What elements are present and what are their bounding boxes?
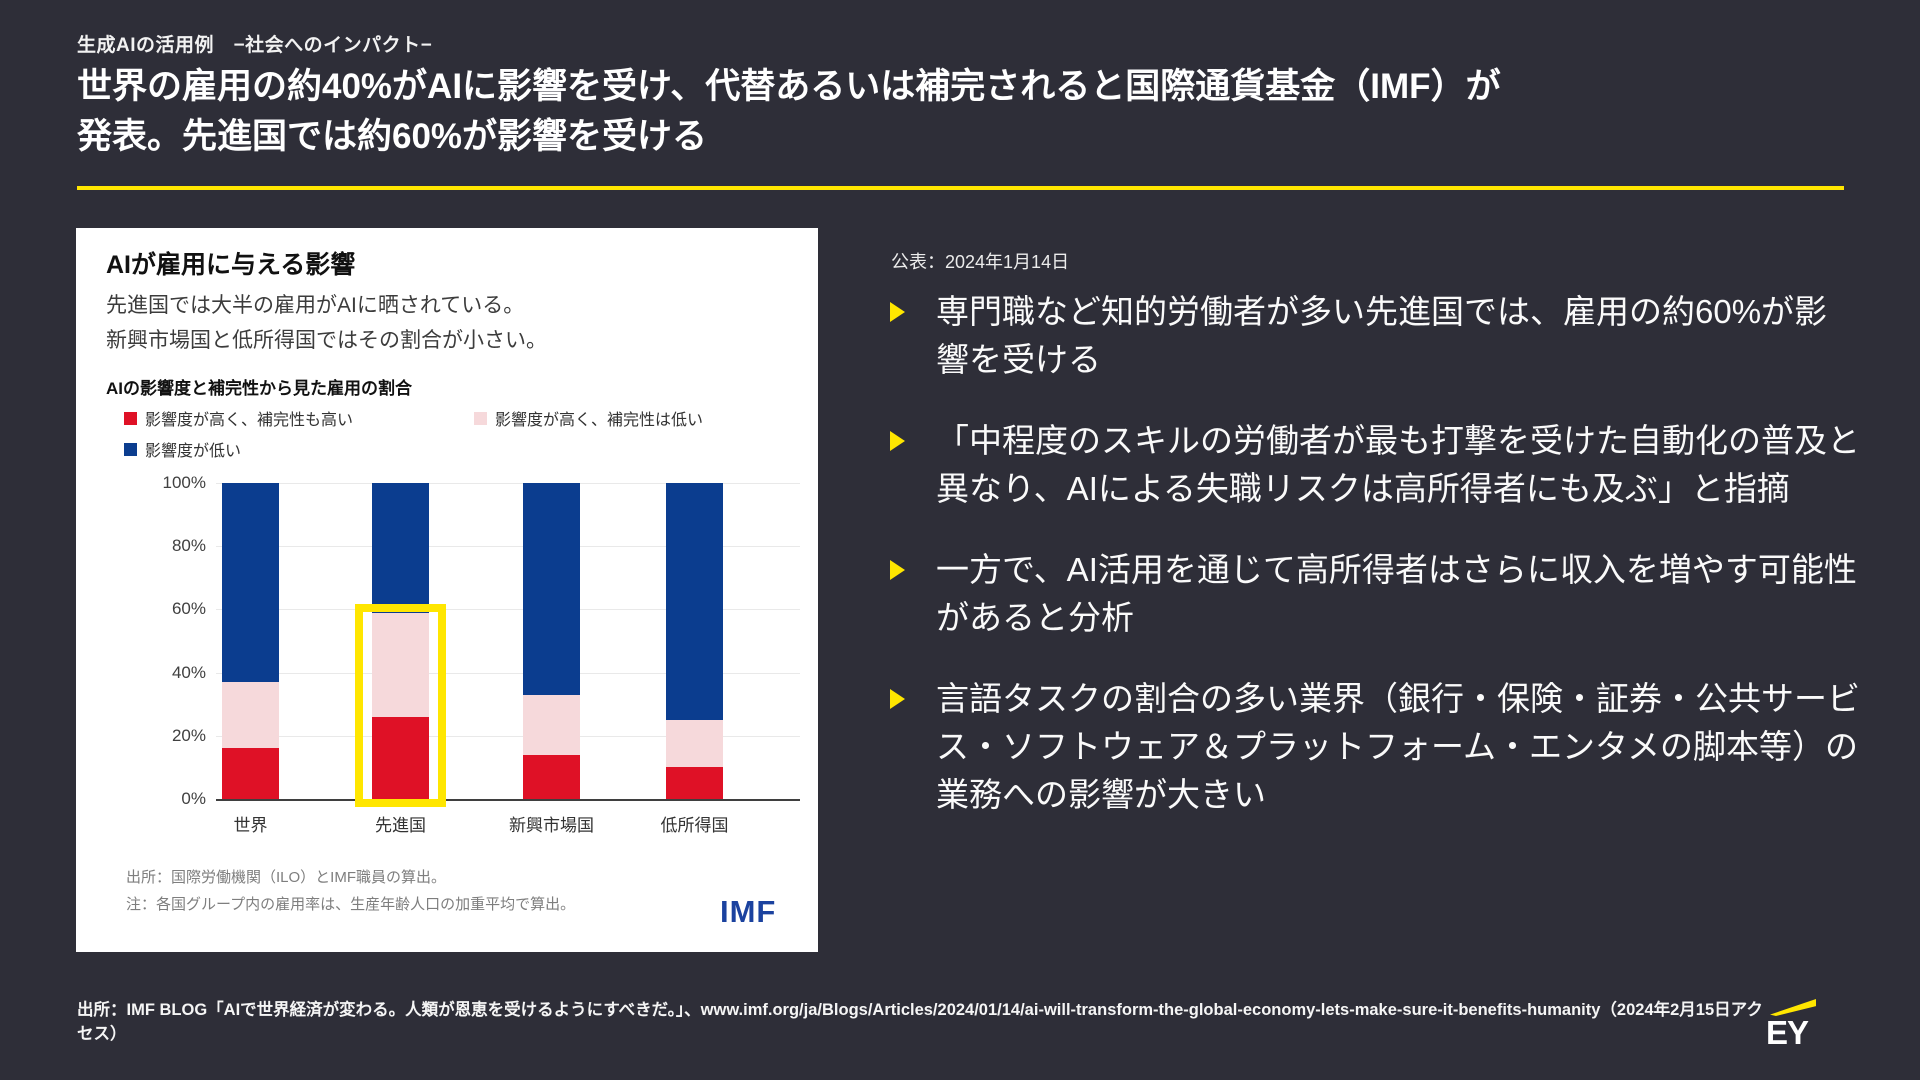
source-line: 出所：IMF BLOG「AIで世界経済が変わる。人類が恩恵を受けるようにすべきだ… [77,1001,1763,1043]
legend-swatch-red [124,411,137,425]
page-title: 世界の雇用の約40%がAIに影響を受け、代替あるいは補完されると国際通貨基金（I… [77,62,1867,162]
chart-footnote-note: 注：各国グループ内の雇用率は、生産年齢人口の加重平均で算出。 [126,896,576,913]
x-label-emerging-markets: 新興市場国 [509,816,594,835]
bullet-triangle-icon [890,546,936,642]
bar-segment [222,748,279,799]
y-tick-0: 0% [181,789,206,808]
y-tick-80: 80% [171,536,206,556]
publication-date: 公表：2024年1月14日 [891,252,1070,272]
gridline-100 [216,483,800,484]
bullet-list: 専門職など知的労働者が多い先進国では、雇用の約60%が影響を受ける 「中程度のス… [890,288,1860,852]
chart-panel: AIが雇用に与える影響 先進国では大半の雇用がAIに晒されている。 新興市場国と… [76,228,818,952]
chart-section-title: AIの影響度と補完性から見た雇用の割合 [106,379,412,398]
chart-subtitle-line2: 新興市場国と低所得国ではその割合が小さい。 [106,329,547,352]
x-label-low-income: 低所得国 [660,816,729,835]
imf-logo: IMF [720,894,777,929]
bar-segment [372,612,429,717]
legend-item-high-high: 影響度が高く、補完性も高い [124,406,474,430]
ey-logo: EY [1766,999,1816,1050]
gridline-40 [216,672,800,674]
bullet-text: 言語タスクの割合の多い業界（銀行・保険・証券・公共サービス・ソフトウェア＆プラッ… [936,680,1860,813]
bar-segment [222,682,279,749]
legend-swatch-blue [124,442,137,456]
bar-segment [666,483,723,720]
y-tick-60: 60% [171,599,206,619]
yellow-divider [77,186,1844,190]
legend-label: 影響度が低い [145,443,242,460]
legend-label: 影響度が高く、補完性は低い [495,412,704,429]
x-label-advanced-economies: 先進国 [375,816,426,835]
bar-segment [523,483,580,695]
gridline-60 [216,609,800,611]
kicker-label: 生成AIの活用例 −社会へのインパクト− [77,35,433,56]
bullet-item: 専門職など知的労働者が多い先進国では、雇用の約60%が影響を受ける [890,288,1860,384]
x-axis-line [216,799,800,801]
bullet-item: 一方で、AI活用を通じて高所得者はさらに収入を増やす可能性があると分析 [890,546,1860,642]
bullet-text: 一方で、AI活用を通じて高所得者はさらに収入を増やす可能性があると分析 [936,551,1857,636]
x-label-world: 世界 [233,816,268,835]
y-tick-20: 20% [171,725,206,745]
ey-logo-text: EY [1766,1014,1809,1051]
gridline-80 [216,546,800,548]
bar-low-income [666,483,723,799]
bullet-item: 「中程度のスキルの労働者が最も打撃を受けた自動化の普及と異なり、AIによる失職リ… [890,417,1860,513]
gridline-20 [216,735,800,737]
bar-segment [222,483,279,683]
chart-footnotes: 出所：国際労働機関（ILO）とIMF職員の算出。 注：各国グループ内の雇用率は、… [126,864,575,918]
bar-segment [666,767,723,799]
chart-title: AIが雇用に与える影響 [106,251,356,279]
bar-world [222,483,279,799]
legend-swatch-pink [474,411,487,425]
bar-segment [666,720,723,768]
bar-segment [523,754,580,799]
bullet-triangle-icon [890,288,936,384]
bullet-text: 「中程度のスキルの労働者が最も打撃を受けた自動化の普及と異なり、AIによる失職リ… [936,422,1860,507]
bullet-triangle-icon [890,675,936,819]
bar-emerging-markets [523,483,580,799]
page-title-line1: 世界の雇用の約40%がAIに影響を受け、代替あるいは補完されると国際通貨基金（I… [77,67,1501,106]
bullet-item: 言語タスクの割合の多い業界（銀行・保険・証券・公共サービス・ソフトウェア＆プラッ… [890,675,1860,819]
chart-footnote-source: 出所：国際労働機関（ILO）とIMF職員の算出。 [126,869,447,886]
legend-item-low: 影響度が低い [124,437,474,461]
bar-segment [523,694,580,755]
y-tick-40: 40% [171,662,206,682]
bar-advanced-economies [372,483,429,799]
bar-segment [372,483,429,613]
chart-subtitle-line1: 先進国では大半の雇用がAIに晒されている。 [106,294,525,317]
bullet-triangle-icon [890,417,936,513]
bar-chart-plot: 100% 80% 60% 40% 20% 0% 世界 先進国 新興市場国 低所得… [163,473,800,835]
bullet-text: 専門職など知的労働者が多い先進国では、雇用の約60%が影響を受ける [936,293,1828,378]
chart-subtitle: 先進国では大半の雇用がAIに晒されている。 新興市場国と低所得国ではその割合が小… [106,288,547,358]
bar-segment [372,716,429,799]
chart-legend: 影響度が高く、補完性も高い 影響度が高く、補完性は低い 影響度が低い [124,406,784,461]
legend-item-high-low: 影響度が高く、補完性は低い [474,406,784,430]
page-title-line2: 発表。先進国では約60%が影響を受ける [77,117,708,156]
y-tick-100: 100% [162,473,206,492]
legend-label: 影響度が高く、補完性も高い [145,412,354,429]
